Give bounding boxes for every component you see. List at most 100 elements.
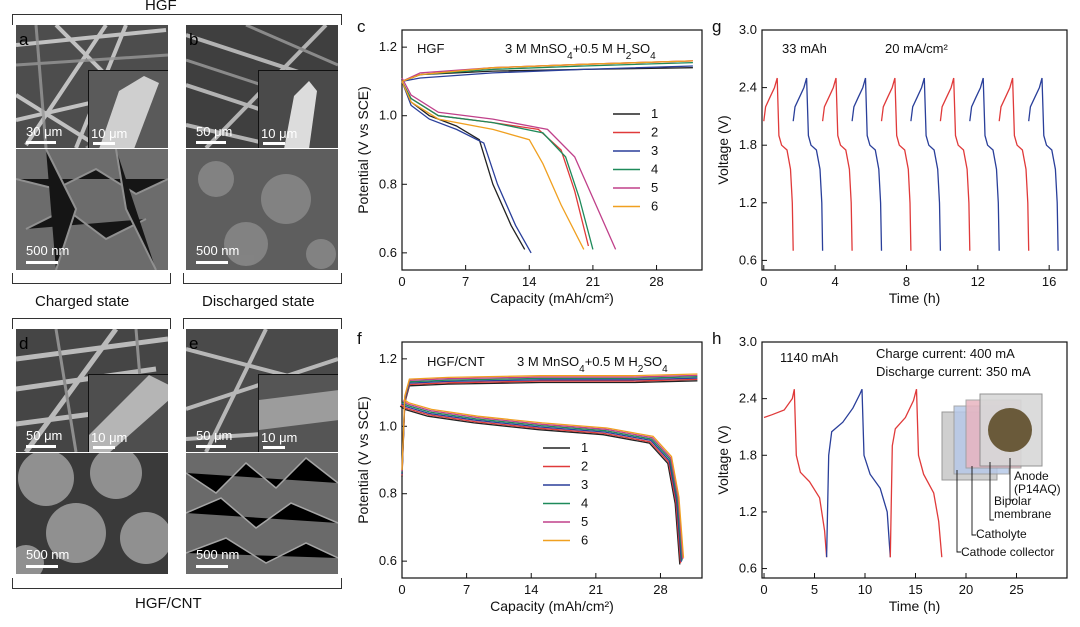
scale-label-b-bottom: 500 nm [196, 243, 240, 258]
scale-label-a-main: 30 μm [26, 124, 63, 139]
scale-label-d-bottom: 500 nm [26, 547, 70, 562]
scale-bar [196, 261, 228, 264]
cycle-line-1 [763, 77, 794, 251]
y-tick-label: 1.0 [379, 108, 397, 123]
x-tick-label: 12 [971, 274, 985, 289]
series-1-charge-line [401, 67, 693, 83]
y-tick-label: 0.6 [379, 553, 397, 568]
y-tick-label: 0.6 [739, 561, 757, 576]
label-anode: Anode (P14AQ) [1014, 469, 1061, 496]
x-tick-label: 25 [1009, 582, 1023, 597]
panel-letter-d: d [19, 334, 29, 353]
label-bipolar-membrane: Bipolar membrane [994, 494, 1052, 521]
cycle-line-8 [969, 77, 1000, 251]
x-axis-label: Capacity (mAh/cm²) [490, 290, 614, 306]
y-tick-label: 1.0 [379, 418, 397, 433]
label-catholyte: Catholyte [976, 527, 1027, 541]
cycle-line-1 [763, 389, 828, 558]
y-tick-label: 0.6 [739, 252, 757, 267]
x-tick-label: 16 [1042, 274, 1056, 289]
bracket-charged [12, 273, 171, 284]
y-tick-label: 1.8 [739, 137, 757, 152]
y-axis-label: Voltage (V) [715, 115, 731, 184]
inset-image-e [258, 374, 338, 452]
chart-g: 0 4 8 12 16 0.6 1.2 1.8 2.4 3.0 Time (h) Voltage (V… [710, 17, 1080, 316]
x-tick-label: 28 [649, 274, 663, 289]
scale-bar [196, 141, 226, 144]
y-tick-label: 1.8 [739, 447, 757, 462]
bracket-top [12, 14, 342, 25]
cycle-line-10 [1028, 77, 1059, 251]
series-6-discharge-line [401, 81, 585, 250]
series-6-discharge-line [403, 398, 685, 558]
label-cathode-collector: Cathode collector [961, 545, 1054, 559]
sem-image-a-high-mag: 500 nm [16, 149, 168, 270]
y-tick-label: 2.4 [739, 80, 757, 95]
plot-frame [401, 29, 703, 271]
series-5-discharge-line [402, 400, 684, 560]
scale-bar [93, 446, 115, 449]
legend-label-6: 6 [581, 533, 588, 548]
series-1-discharge-line [399, 405, 681, 565]
scale-bar [26, 565, 58, 568]
series-3-charge-line [401, 65, 693, 83]
bracket-bottom [12, 578, 342, 589]
series-2-discharge-line [401, 81, 590, 247]
y-axis-label: Voltage (V) [715, 425, 731, 494]
scale-label-e-inset: 10 μm [261, 430, 298, 445]
cycle-line-4 [851, 77, 883, 251]
scale-bar [26, 445, 56, 448]
legend-label-4: 4 [651, 162, 658, 177]
annotation-right: 20 mA/cm² [885, 41, 949, 56]
legend-label-5: 5 [651, 180, 658, 195]
scale-label-d-inset: 10 μm [91, 430, 128, 445]
scale-bar [196, 565, 228, 568]
bracket-charged-lower [12, 318, 171, 329]
leader-line [971, 466, 976, 536]
annotation-left: 1140 mAh [780, 350, 838, 365]
panel-letter-a: a [19, 30, 29, 49]
annotation-left: 33 mAh [782, 41, 827, 56]
chart-f: 0 7 14 21 28 0.6 0.8 1.0 1.2 Capacity (mAh/cm²) Po… [355, 329, 715, 622]
cycle-line-5 [880, 77, 912, 251]
x-tick-label: 0 [398, 582, 405, 597]
panel-letter-g: g [712, 18, 721, 36]
scale-label-a-bottom: 500 nm [26, 243, 70, 258]
x-tick-label: 8 [903, 274, 910, 289]
panel-letter-e: e [189, 334, 199, 353]
y-tick-label: 3.0 [739, 334, 757, 349]
cycle-line-9 [998, 77, 1030, 251]
x-tick-label: 7 [462, 274, 469, 289]
y-tick-label: 0.6 [379, 245, 397, 260]
scale-label-b-inset: 10 μm [261, 126, 298, 141]
legend-label-3: 3 [581, 477, 588, 492]
sem-image-b-high-mag: 500 nm [186, 149, 338, 270]
cycle-line-7 [939, 77, 971, 251]
scale-bar [26, 141, 56, 144]
annotation-right: 3 M MnSO4+0.5 M H2SO4 [505, 41, 656, 62]
cycle-line-3 [821, 77, 853, 251]
panel-letter-h: h [712, 330, 721, 348]
legend-label-6: 6 [651, 199, 658, 214]
y-tick-label: 0.8 [379, 176, 397, 191]
annotation-left: HGF [417, 41, 445, 56]
scale-label-a-inset: 10 μm [91, 126, 128, 141]
inset-image-d [88, 374, 168, 452]
legend-label-1: 1 [651, 106, 658, 121]
scale-bar [196, 445, 226, 448]
x-tick-label: 15 [908, 582, 922, 597]
series-5-discharge-line [401, 77, 617, 250]
series-2-discharge-line [400, 404, 682, 564]
series-1-discharge-line [401, 81, 526, 250]
anode-disc [988, 408, 1032, 452]
x-tick-label: 4 [832, 274, 839, 289]
y-tick-label: 1.2 [739, 504, 757, 519]
legend-label-5: 5 [581, 514, 588, 529]
y-tick-label: 1.2 [379, 351, 397, 366]
x-axis-label: Time (h) [889, 290, 941, 306]
label-discharged-state: Discharged state [202, 293, 315, 310]
y-axis-label: Potential (V vs SCE) [355, 396, 371, 524]
scale-bar [26, 261, 58, 264]
scale-bar [263, 142, 285, 145]
x-tick-label: 5 [811, 582, 818, 597]
